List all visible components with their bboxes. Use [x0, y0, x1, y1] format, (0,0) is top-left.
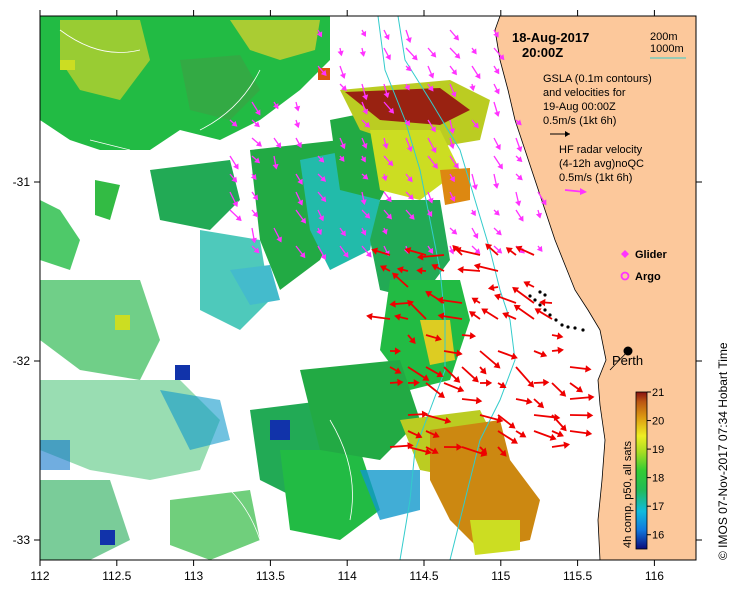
x-tick-label: 113.5: [256, 569, 285, 583]
hf-legend-line-3: 0.5m/s (1kt 6h): [559, 172, 632, 184]
y-axis: -31 -32 -33: [13, 175, 702, 547]
x-tick-label: 114.5: [409, 569, 438, 583]
x-tick-label: 115.5: [563, 569, 592, 583]
x-tick-label: 112.5: [102, 569, 131, 583]
perth-label: Perth: [612, 353, 643, 368]
date-line-1: 18-Aug-2017: [512, 30, 589, 45]
hf-radar-velocity-arrows: [366, 243, 595, 457]
colorbar-tick: 16: [652, 530, 664, 542]
x-tick-label: 115: [491, 569, 510, 583]
x-tick-label: 114: [338, 569, 357, 583]
gsla-velocity-arrows: [229, 29, 547, 261]
gsla-contours: [59, 29, 353, 541]
isobath-200m-label: 200m: [650, 31, 678, 43]
gsla-legend-line-4: 0.5m/s (1kt 6h): [543, 115, 616, 127]
gsla-legend-line-3: 19-Aug 00:00Z: [543, 101, 616, 113]
credit-text: © IMOS 07-Nov-2017 07:34 Hobart Time: [716, 342, 730, 560]
colorbar-tick: 21: [652, 387, 664, 399]
hf-legend-line-2: (4-12h avg)noQC: [559, 158, 644, 170]
isobath-200m: [397, 16, 516, 560]
isobath-1000m-label: 1000m: [650, 43, 684, 55]
y-tick-label: -33: [13, 533, 31, 547]
map-frame: [39, 15, 697, 561]
colorbar-tick: 19: [652, 444, 664, 456]
hf-legend-line-1: HF radar velocity: [559, 144, 643, 156]
y-tick-label: -32: [13, 354, 31, 368]
colorbar-title: 4h comp, p50, all sats: [622, 440, 634, 548]
colorbar: 21 20 19 18 17 16 4h comp, p50, all sats: [622, 387, 664, 550]
glider-legend: Glider: [621, 249, 668, 261]
glider-track: [528, 290, 585, 332]
colorbar-tick: 20: [652, 416, 664, 428]
gsla-scale-arrow: [550, 131, 570, 137]
hf-scale-arrow: [564, 188, 587, 195]
y-tick-label: -31: [13, 175, 31, 189]
x-tick-label: 112: [30, 569, 49, 583]
svg-text:Glider: Glider: [635, 249, 668, 261]
svg-text:Argo: Argo: [635, 271, 661, 283]
x-tick-label: 113: [184, 569, 203, 583]
colorbar-tick: 17: [652, 501, 664, 513]
x-tick-label: 116: [645, 569, 664, 583]
isobath-1000m: [377, 16, 446, 560]
colorbar-tick: 18: [652, 473, 664, 485]
gsla-legend-line-1: GSLA (0.1m contours): [543, 73, 652, 85]
x-axis: 112 112.5 113 113.5 114 114.5 115 115.5 116: [30, 10, 664, 583]
gsla-legend-line-2: and velocities for: [543, 87, 626, 99]
date-line-2: 20:00Z: [522, 45, 563, 60]
argo-legend: Argo: [620, 271, 661, 283]
